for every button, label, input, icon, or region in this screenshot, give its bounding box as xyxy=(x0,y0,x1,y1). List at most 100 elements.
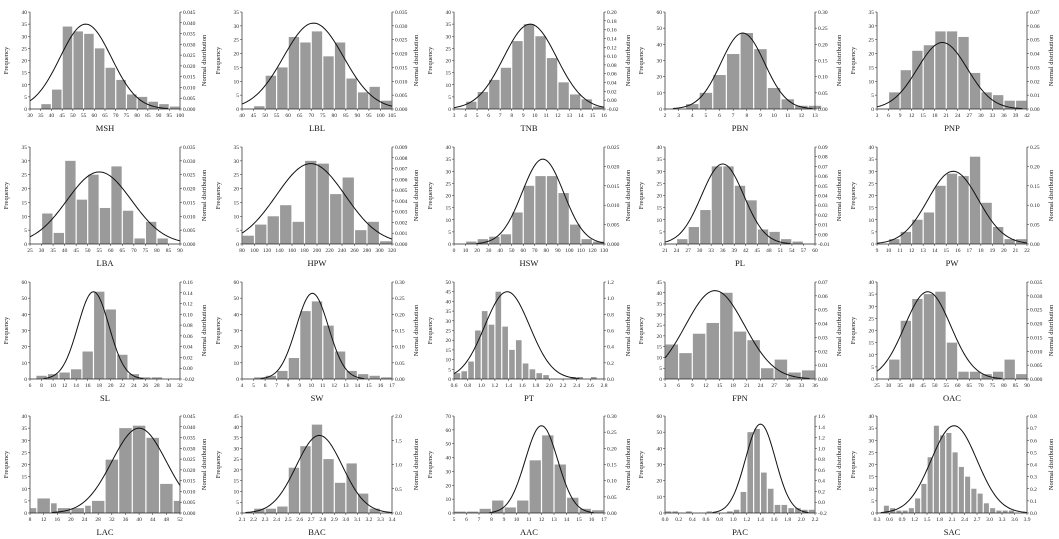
x-tick-label: 40 xyxy=(909,383,915,389)
x-tick-label: 24 xyxy=(82,517,88,523)
y-tick-label: 5 xyxy=(236,500,239,506)
y-tick-label: 40 xyxy=(22,414,28,420)
x-tick-label: 85 xyxy=(145,113,151,119)
bar-sw-9 xyxy=(357,373,369,379)
bar-pac-16 xyxy=(809,510,815,514)
bar-lbl-5 xyxy=(311,31,322,109)
y-tick-label: 35 xyxy=(233,145,239,151)
x-tick-label: 27 xyxy=(772,383,778,389)
bar-bac-10 xyxy=(369,508,380,514)
x-tick-label: 8 xyxy=(510,113,513,119)
x-tick-label: 18 xyxy=(96,383,102,389)
x-tick-label: 5 xyxy=(452,517,455,523)
x-tick-label: 2.1 xyxy=(238,517,245,523)
y2-tick-label: 0.25 xyxy=(818,26,828,32)
y-tick-label: 5 xyxy=(871,499,874,505)
y2-tick-label: 0.02 xyxy=(607,89,617,95)
y2-axis-title: Normal distribution xyxy=(625,304,632,356)
y2-tick-label: 0.000 xyxy=(395,242,408,248)
x-tick-label: 10 xyxy=(462,248,468,254)
y2-tick-label: 0.1 xyxy=(1030,499,1037,505)
y-tick-label: 35 xyxy=(233,436,239,442)
y2-tick-label: 0.7 xyxy=(1030,426,1037,432)
y2-tick-label: 0.03 xyxy=(818,203,828,209)
y-tick-label: 40 xyxy=(869,280,875,286)
y2-tick-label: 0.14 xyxy=(183,290,193,296)
normal-curve-lac xyxy=(51,427,181,514)
y-axis-title: Frequency xyxy=(850,181,857,209)
y-tick-label: 10 xyxy=(22,360,28,366)
x-axis-title: HPW xyxy=(307,258,326,268)
bar-tnb-3 xyxy=(500,67,511,109)
x-tick-label: 21 xyxy=(744,383,750,389)
y2-tick-label: 0.25 xyxy=(1030,145,1040,151)
x-tick-label: 22 xyxy=(1024,248,1030,254)
y-tick-label: 10 xyxy=(869,487,875,493)
x-tick-label: 17 xyxy=(967,248,973,254)
y2-tick-label: -0.2 xyxy=(818,511,827,517)
x-tick-label: 4 xyxy=(691,113,694,119)
normal-curve-sl xyxy=(43,290,144,379)
bar-sw-1 xyxy=(265,375,276,379)
x-tick-label: 10 xyxy=(513,517,519,523)
x-tick-label: 0.6 xyxy=(886,517,893,523)
bar-aac-6 xyxy=(529,460,541,514)
y-tick-label: 50 xyxy=(445,280,451,286)
bar-bac-6 xyxy=(323,459,334,514)
bar-sac-13 xyxy=(965,476,971,514)
bar-tnb-0 xyxy=(465,101,477,109)
x-tick-label: 54 xyxy=(790,248,796,254)
x-tick-label: 70 xyxy=(131,248,137,254)
y2-tick-label: 0.5 xyxy=(1030,451,1037,457)
y-tick-label: 50 xyxy=(22,296,28,302)
bar-pt-10 xyxy=(522,362,528,379)
bar-msh-0 xyxy=(41,104,51,109)
bar-fpn-9 xyxy=(788,372,802,379)
x-tick-label: 2.4 xyxy=(273,517,280,523)
y-tick-label: 35 xyxy=(869,10,875,16)
bar-msh-3 xyxy=(73,31,83,109)
bar-fpn-5 xyxy=(734,331,747,379)
bar-hsw-10 xyxy=(581,238,592,244)
y-tick-label: 0 xyxy=(24,242,27,248)
histogram-sw: 4 5 6 7 8 9 10 11 12 13 14 15 16 17 0 10 20 30 40 50 60 0.00 0… xyxy=(215,280,420,403)
bar-sl-4 xyxy=(82,351,93,379)
x-tick-label: 20 xyxy=(1001,248,1007,254)
x-tick-label: 1.2 xyxy=(491,383,498,389)
y-tick-label: 5 xyxy=(660,230,663,236)
y-tick-label: 10 xyxy=(445,218,451,224)
x-tick-label: 10 xyxy=(50,383,56,389)
y-tick-label: 0 xyxy=(871,107,874,113)
y2-tick-label: 0.06 xyxy=(607,72,617,78)
x-tick-label: 35 xyxy=(38,113,44,119)
x-tick-label: 48 xyxy=(164,517,170,523)
x-tick-label: 60 xyxy=(108,248,114,254)
y-tick-label: 40 xyxy=(22,10,28,16)
y2-tick-label: 0.015 xyxy=(183,479,196,485)
y2-tick-label: 0.030 xyxy=(183,42,196,48)
bar-pac-2 xyxy=(686,511,693,514)
y2-tick-label: 0.04 xyxy=(818,193,828,199)
bar-hsw-6 xyxy=(534,175,546,244)
x-tick-label: 15 xyxy=(576,517,582,523)
y-tick-label: 60 xyxy=(657,414,663,420)
x-tick-label: 14 xyxy=(563,517,569,523)
bar-pbn-0 xyxy=(686,104,699,109)
x-tick-label: 105 xyxy=(388,113,397,119)
y-tick-label: 40 xyxy=(445,299,451,305)
y-tick-label: 40 xyxy=(445,10,451,16)
bar-pl-7 xyxy=(758,229,769,244)
bar-tnb-11 xyxy=(592,106,603,109)
x-tick-label: 9 xyxy=(876,248,879,254)
y-tick-label: 30 xyxy=(22,34,28,40)
y-tick-label: 20 xyxy=(657,479,663,485)
x-tick-label: 33 xyxy=(709,248,715,254)
y2-tick-label: 0.002 xyxy=(395,220,408,226)
y-tick-label: 15 xyxy=(869,65,875,71)
y2-tick-label: 0.015 xyxy=(607,184,620,190)
x-tick-label: 45 xyxy=(59,113,65,119)
bar-pac-12 xyxy=(781,505,788,514)
y2-tick-label: 0.08 xyxy=(183,323,193,329)
normal-curve-pnp xyxy=(877,42,1023,110)
y-tick-label: 5 xyxy=(24,228,27,234)
